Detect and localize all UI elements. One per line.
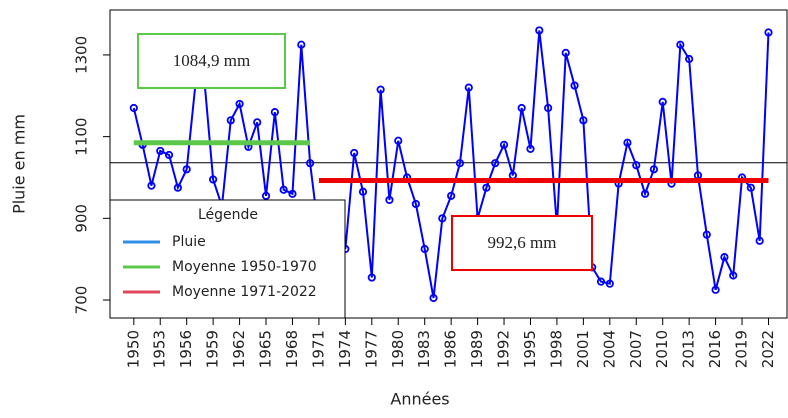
data-point	[420, 244, 429, 254]
data-point	[746, 183, 755, 192]
annotation-box	[451, 215, 593, 271]
x-tick-label: 1971	[309, 330, 327, 368]
x-tick-label: 2019	[733, 330, 751, 368]
data-point	[499, 140, 509, 149]
data-point	[464, 83, 473, 92]
x-tick-label: 1986	[442, 330, 460, 368]
data-point	[702, 230, 711, 239]
data-point	[253, 118, 262, 127]
data-point	[429, 293, 438, 303]
data-point	[367, 273, 376, 282]
data-point	[755, 236, 764, 245]
x-tick-label: 1998	[547, 330, 565, 368]
data-point	[517, 103, 526, 113]
data-point	[182, 165, 191, 174]
data-point	[376, 85, 385, 94]
x-tick-label: 1968	[283, 330, 301, 368]
data-point	[156, 146, 165, 156]
y-axis-label: Pluie en mm	[10, 114, 29, 214]
x-tick-label: 2013	[680, 330, 698, 368]
data-point	[649, 165, 658, 174]
data-point	[711, 285, 720, 294]
x-tick-label: 1950	[124, 330, 142, 368]
data-point	[288, 189, 297, 198]
data-point	[658, 97, 667, 107]
legend-title: Légende	[198, 207, 258, 223]
x-tick-label: 1953	[151, 330, 169, 368]
data-point	[764, 28, 773, 37]
data-point	[720, 253, 729, 262]
data-point	[579, 116, 588, 125]
data-point	[279, 185, 288, 194]
data-point	[632, 161, 641, 170]
y-tick-label: 700	[73, 286, 91, 315]
data-point	[164, 150, 174, 160]
x-tick-label: 1989	[468, 330, 486, 368]
data-point	[544, 103, 553, 113]
data-point	[147, 181, 156, 190]
data-point	[270, 108, 279, 117]
data-point	[491, 159, 500, 168]
data-point	[685, 54, 694, 64]
x-tick-label: 1995	[521, 330, 539, 368]
legend-label: Moyenne 1971-2022	[172, 284, 317, 300]
x-tick-label: 2004	[600, 330, 618, 368]
x-tick-label: 1962	[230, 330, 248, 368]
y-tick-label: 1100	[73, 118, 91, 156]
plot-frame	[109, 9, 788, 319]
data-point	[640, 189, 650, 198]
x-tick-label: 2010	[653, 330, 671, 368]
data-point	[350, 148, 359, 158]
data-point	[394, 136, 403, 145]
data-point	[561, 48, 570, 57]
data-point	[526, 144, 535, 153]
data-point	[306, 159, 315, 168]
x-tick-label: 2016	[706, 330, 724, 368]
x-tick-label: 1992	[495, 330, 513, 368]
x-tick-label: 2001	[574, 330, 592, 368]
legend-label: Moyenne 1950-1970	[172, 259, 317, 275]
data-line	[132, 30, 770, 299]
x-tick-label: 2007	[627, 330, 645, 368]
data-point	[261, 191, 271, 200]
data-point	[173, 183, 182, 192]
data-point	[447, 191, 456, 200]
x-axis-label: Années	[390, 390, 449, 409]
annotation: 992,6 mm	[488, 233, 557, 252]
data-point	[385, 195, 394, 205]
annotation-box	[137, 33, 286, 89]
y-tick-label: 900	[73, 204, 91, 233]
x-tick-label: 1983	[415, 330, 433, 368]
data-point	[535, 26, 544, 35]
data-point	[570, 81, 579, 90]
data-point	[358, 187, 368, 196]
data-point	[596, 277, 606, 286]
legend-label: Pluie	[172, 234, 206, 250]
x-tick-label: 2022	[759, 330, 777, 368]
x-tick-label: 1959	[204, 330, 222, 368]
legend-box	[109, 199, 346, 319]
annotation: 1084,9 mm	[173, 51, 250, 70]
data-point	[623, 138, 632, 147]
data-point	[226, 116, 235, 125]
x-tick-label: 1965	[257, 330, 275, 368]
data-point	[209, 175, 218, 184]
data-point	[729, 271, 738, 280]
data-point	[411, 199, 420, 209]
x-tick-label: 1956	[177, 330, 195, 368]
data-point	[676, 40, 685, 49]
data-point	[438, 214, 447, 223]
x-tick-label: 1974	[336, 330, 354, 368]
y-tick-label: 1300	[73, 36, 91, 74]
data-point	[482, 183, 491, 192]
x-tick-label: 1980	[389, 330, 407, 368]
data-point	[129, 103, 138, 113]
data-point	[297, 40, 306, 49]
data-point	[235, 99, 244, 109]
data-point	[605, 279, 614, 288]
data-point	[455, 159, 465, 168]
x-tick-label: 1977	[362, 330, 380, 368]
